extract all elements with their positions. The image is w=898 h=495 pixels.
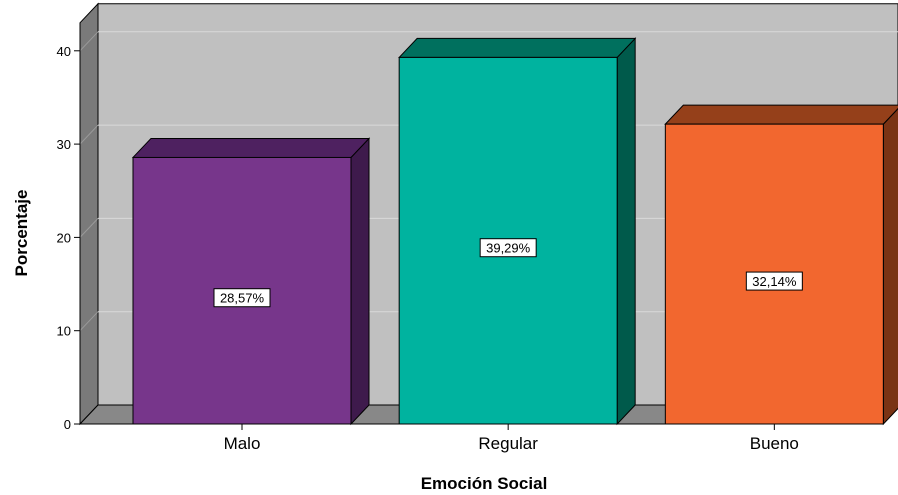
y-tick-label: 40 xyxy=(57,44,71,59)
bar-bueno xyxy=(664,104,898,426)
gridline-wall xyxy=(79,31,99,52)
bar-side xyxy=(350,137,370,426)
data-label: 28,57% xyxy=(220,291,265,306)
gridline-wall xyxy=(79,218,99,238)
y-axis-title: Porcentaje xyxy=(12,190,31,277)
x-tick-label: Regular xyxy=(478,434,538,453)
plot-side-wall xyxy=(79,2,99,426)
data-label: 39,29% xyxy=(486,241,531,256)
data-label-box xyxy=(213,288,271,308)
gridline-wall xyxy=(79,124,99,145)
bar-top xyxy=(131,137,371,158)
bar-top xyxy=(664,104,898,125)
data-label-box xyxy=(745,271,803,291)
y-tick-label: 10 xyxy=(57,324,71,339)
x-axis-ticks: Malo Regular Bueno xyxy=(80,423,880,453)
x-tick-label: Malo xyxy=(224,434,261,453)
x-axis-title: Emoción Social xyxy=(421,474,548,493)
y-tick-label: 20 xyxy=(57,230,71,245)
bar-regular xyxy=(398,37,637,426)
data-label: 32,14% xyxy=(752,274,797,289)
bar-top xyxy=(398,37,637,58)
gridline-wall xyxy=(79,311,99,332)
y-axis-ticks: 0 10 20 30 40 xyxy=(57,22,81,432)
bars: 28,57% 39,29% 32,14% xyxy=(131,37,898,426)
bar-side xyxy=(616,37,636,426)
y-tick-label: 0 xyxy=(64,417,71,432)
x-tick-label: Bueno xyxy=(750,434,799,453)
bar-malo xyxy=(131,137,371,426)
bar-side xyxy=(882,107,898,426)
y-tick-label: 30 xyxy=(57,137,71,152)
data-label-box xyxy=(479,238,537,258)
